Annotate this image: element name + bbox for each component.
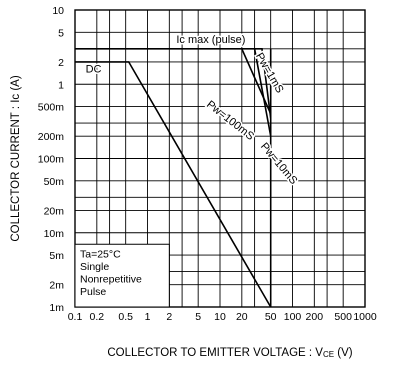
x-tick-label: 0.2 bbox=[90, 311, 105, 323]
x-tick-label: 1 bbox=[145, 311, 151, 323]
x-tick-label: 500 bbox=[334, 311, 352, 323]
conditions-line: Pulse bbox=[80, 286, 106, 298]
y-tick-label: 2 bbox=[58, 57, 64, 69]
y-tick-label: 5m bbox=[49, 250, 64, 262]
annotation-pw-10ms: Pw=10mS bbox=[258, 141, 300, 187]
x-tick-label: 200 bbox=[306, 311, 324, 323]
series-pw-1ms bbox=[241, 48, 272, 119]
conditions-line: Single bbox=[80, 261, 109, 273]
series-dc bbox=[75, 61, 272, 308]
y-axis-title: COLLECTOR CURRENT : Ic (A) bbox=[10, 75, 22, 242]
tick-labels: 0.1 0.2 0.5 1 2 5 10 20 50 100 200 500 1000 10 5 2 1 500m… bbox=[10, 5, 377, 359]
series-layer bbox=[75, 48, 272, 308]
y-tick-label: 10m bbox=[44, 228, 65, 240]
x-tick-label: 0.5 bbox=[118, 311, 133, 323]
x-tick-label: 2 bbox=[166, 311, 172, 323]
annotation-pw-1ms: Pw=1mS bbox=[253, 51, 286, 95]
x-tick-label: 5 bbox=[195, 311, 201, 323]
x-tick-label: 20 bbox=[236, 311, 248, 323]
series-pw-10ms bbox=[253, 48, 272, 137]
x-tick-label: 1000 bbox=[353, 311, 377, 323]
grid bbox=[75, 10, 365, 307]
series-pw-100ms bbox=[241, 48, 272, 115]
x-tick-label: 0.1 bbox=[68, 311, 83, 323]
y-tick-label: 500m bbox=[38, 102, 65, 114]
annotation-ic-max-pulse: Ic max (pulse) bbox=[176, 34, 245, 46]
y-tick-label: 1 bbox=[58, 79, 64, 91]
y-tick-label: 20m bbox=[44, 205, 65, 217]
conditions-box-bg bbox=[74, 243, 170, 308]
y-tick-label: 10 bbox=[52, 5, 64, 17]
x-tick-label: 10 bbox=[214, 311, 226, 323]
plot-frame bbox=[74, 9, 366, 308]
plot-border bbox=[74, 9, 366, 308]
y-tick-label: 2m bbox=[49, 280, 64, 292]
x-axis-title: COLLECTOR TO EMITTER VOLTAGE : VCE (V) bbox=[107, 347, 352, 359]
annotation-dc: DC bbox=[86, 63, 102, 75]
y-tick-label: 50m bbox=[44, 176, 65, 188]
y-tick-label: 100m bbox=[38, 154, 65, 166]
y-tick-label: 5 bbox=[58, 27, 64, 39]
y-tick-label: 1m bbox=[49, 302, 64, 314]
conditions-line: Ta=25°C bbox=[80, 248, 121, 260]
conditions-line: Nonrepetitive bbox=[80, 273, 142, 285]
y-tick-label: 200m bbox=[38, 131, 65, 143]
x-tick-label: 50 bbox=[265, 311, 277, 323]
x-tick-label: 100 bbox=[284, 311, 302, 323]
